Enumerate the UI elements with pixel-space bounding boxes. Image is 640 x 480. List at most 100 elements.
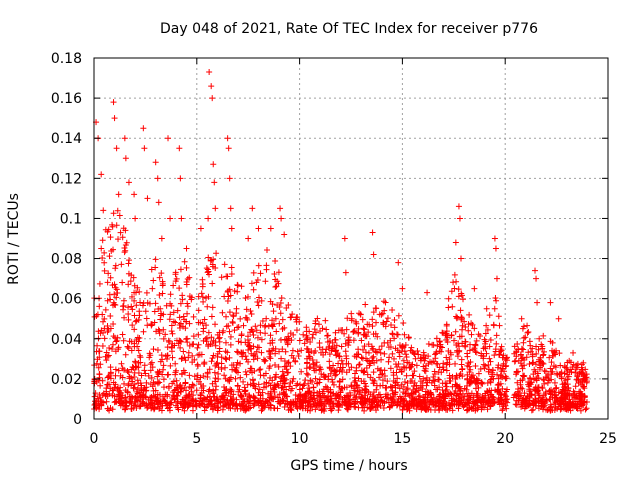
- data-point: [443, 386, 450, 393]
- y-tick-label: 0.1: [60, 211, 82, 227]
- data-point: [465, 359, 472, 366]
- data-point: [228, 387, 235, 394]
- data-point: [226, 378, 233, 385]
- data-point: [376, 346, 383, 353]
- data-point: [425, 398, 432, 405]
- data-point: [121, 314, 128, 321]
- data-point: [113, 222, 120, 229]
- data-point: [500, 352, 507, 359]
- data-point: [401, 331, 408, 338]
- data-point: [121, 135, 128, 142]
- data-point: [376, 374, 383, 381]
- data-point: [103, 385, 110, 392]
- data-point: [403, 351, 410, 358]
- data-point: [405, 334, 412, 341]
- data-point: [433, 402, 440, 409]
- data-point: [160, 311, 167, 318]
- data-point: [200, 325, 207, 332]
- data-point: [152, 300, 159, 307]
- data-point: [332, 329, 339, 336]
- data-point: [391, 316, 398, 323]
- data-point: [257, 366, 264, 373]
- data-point: [125, 179, 132, 186]
- data-point: [314, 403, 321, 410]
- data-point: [411, 383, 418, 390]
- data-point: [339, 364, 346, 371]
- data-point: [564, 376, 571, 383]
- data-point: [284, 401, 291, 408]
- data-point: [453, 342, 460, 349]
- data-point: [154, 403, 161, 410]
- data-point: [101, 259, 108, 266]
- data-point: [133, 364, 140, 371]
- data-point: [303, 370, 310, 377]
- data-point: [167, 291, 174, 298]
- data-point: [206, 271, 213, 278]
- data-point: [521, 405, 528, 412]
- data-point: [326, 358, 333, 365]
- data-point: [311, 367, 318, 374]
- data-point: [358, 354, 365, 361]
- data-point: [214, 396, 221, 403]
- y-tick-label: 0.12: [51, 171, 82, 187]
- x-tick-label: 5: [192, 431, 201, 447]
- data-point: [542, 388, 549, 395]
- y-axis-label: ROTI / TECUs: [6, 193, 22, 285]
- data-point: [107, 312, 114, 319]
- data-point: [104, 328, 111, 335]
- data-point: [447, 349, 454, 356]
- data-point: [438, 369, 445, 376]
- y-tick-label: 0.08: [51, 252, 82, 268]
- data-point: [115, 191, 122, 198]
- data-point: [297, 381, 304, 388]
- data-point: [164, 352, 171, 359]
- data-point: [95, 364, 102, 371]
- data-point: [558, 374, 565, 381]
- chart-title: Day 048 of 2021, Rate Of TEC Index for r…: [160, 21, 538, 37]
- data-point: [242, 403, 249, 410]
- data-point: [103, 391, 110, 398]
- data-point: [491, 235, 498, 242]
- x-tick-label: 15: [393, 431, 411, 447]
- data-point: [105, 270, 112, 277]
- data-point: [532, 368, 539, 375]
- data-point: [311, 326, 318, 333]
- data-point: [278, 215, 285, 222]
- data-point: [289, 347, 296, 354]
- data-point: [113, 337, 120, 344]
- data-point: [279, 368, 286, 375]
- data-point: [370, 380, 377, 387]
- data-point: [362, 349, 369, 356]
- data-point: [519, 385, 526, 392]
- data-point: [272, 345, 279, 352]
- data-point: [136, 288, 143, 295]
- data-point: [330, 403, 337, 410]
- data-point: [99, 237, 106, 244]
- data-point: [143, 289, 150, 296]
- data-point: [126, 338, 133, 345]
- data-point: [555, 403, 562, 410]
- data-point: [99, 254, 106, 261]
- data-point: [260, 384, 267, 391]
- data-point: [459, 326, 466, 333]
- data-point: [302, 377, 309, 384]
- data-point: [581, 394, 588, 401]
- data-point: [133, 302, 140, 309]
- data-point: [309, 404, 316, 411]
- data-point: [134, 377, 141, 384]
- data-point: [272, 315, 279, 322]
- data-point: [128, 347, 135, 354]
- data-point: [104, 297, 111, 304]
- data-point: [335, 353, 342, 360]
- data-point: [259, 318, 266, 325]
- data-point: [121, 245, 128, 252]
- data-point: [414, 348, 421, 355]
- data-point: [237, 405, 244, 412]
- y-tick-label: 0.04: [51, 332, 82, 348]
- data-point: [482, 330, 489, 337]
- data-point: [120, 306, 127, 313]
- data-point: [255, 302, 262, 309]
- data-point: [219, 394, 226, 401]
- data-point: [267, 332, 274, 339]
- data-point: [492, 346, 499, 353]
